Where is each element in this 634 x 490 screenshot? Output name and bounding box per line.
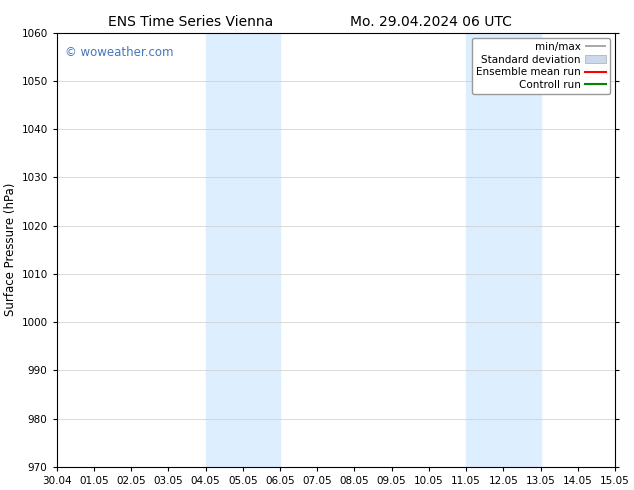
Text: © woweather.com: © woweather.com (65, 46, 174, 59)
Y-axis label: Surface Pressure (hPa): Surface Pressure (hPa) (4, 183, 17, 317)
Text: ENS Time Series Vienna: ENS Time Series Vienna (108, 15, 273, 29)
Text: Mo. 29.04.2024 06 UTC: Mo. 29.04.2024 06 UTC (350, 15, 512, 29)
Legend: min/max, Standard deviation, Ensemble mean run, Controll run: min/max, Standard deviation, Ensemble me… (472, 38, 610, 94)
Bar (466, 33, 541, 467)
Bar (205, 33, 280, 467)
